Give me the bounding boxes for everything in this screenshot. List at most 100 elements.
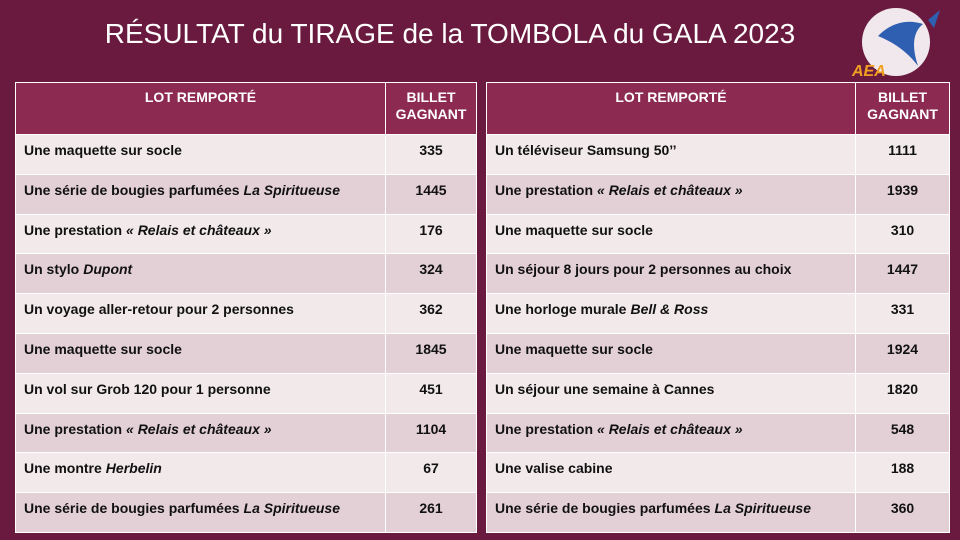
row: Une prestation « Relais et châteaux » 176	[15, 213, 477, 255]
ticket-cell: 451	[385, 372, 477, 414]
lot-text: Une prestation	[24, 420, 123, 437]
lot-text: Une prestation	[495, 420, 594, 437]
lot-emphasis: Herbelin	[105, 460, 162, 477]
ticket-cell: 1447	[855, 253, 950, 295]
lot-text: Un séjour 8 jours pour 2 personnes au ch…	[495, 261, 792, 278]
lot-cell: Une maquette sur socle	[15, 332, 386, 374]
row: Un voyage aller-retour pour 2 personnes 3…	[15, 293, 477, 334]
logo-tip	[928, 10, 940, 28]
lot-emphasis: « Relais et châteaux »	[597, 420, 743, 437]
lot-text: Une maquette sur socle	[24, 340, 182, 357]
lot-cell: Un stylo Dupont	[15, 253, 386, 295]
lot-cell: Une série de bougies parfumées La Spiritu…	[486, 492, 856, 533]
ticket-cell: 360	[855, 492, 950, 533]
lot-emphasis: La Spiritueuse	[243, 500, 340, 517]
slide-title: RÉSULTAT du TIRAGE de la TOMBOLA du GALA…	[104, 18, 796, 49]
row: Une prestation « Relais et châteaux » 1939	[486, 173, 950, 215]
lot-emphasis: Bell & Ross	[630, 301, 709, 318]
lot-cell: Une prestation « Relais et châteaux »	[15, 213, 386, 255]
row: Une maquette sur socle 1924	[486, 332, 950, 374]
ticket-cell: 1845	[385, 332, 477, 374]
header-cell: LOT REMPORTÉ	[15, 82, 386, 135]
ticket-cell: 335	[385, 134, 477, 175]
logo-wing	[878, 21, 923, 66]
lot-text: Un stylo	[24, 261, 80, 278]
lot-text: Une série de bougies parfumées	[495, 500, 711, 517]
row: Une montre Herbelin 67	[15, 452, 477, 494]
lot-cell: Une prestation « Relais et châteaux »	[486, 412, 856, 454]
lot-text: Une maquette sur socle	[24, 142, 182, 158]
row: Une maquette sur socle 1845	[15, 332, 477, 374]
lot-text: Une prestation	[24, 221, 123, 238]
ticket-cell: 548	[855, 412, 950, 454]
lot-text: Une maquette sur socle	[495, 221, 653, 238]
row: Une valise cabine 188	[486, 452, 950, 494]
lot-cell: Une prestation « Relais et châteaux »	[15, 412, 386, 454]
ticket-cell: 331	[855, 293, 950, 334]
lot-emphasis: « Relais et châteaux »	[126, 420, 272, 437]
lot-cell: Une montre Herbelin	[15, 452, 386, 494]
lot-text: Un séjour une semaine à Cannes	[495, 380, 715, 397]
header-row: LOT REMPORTÉ BILLET GAGNANT	[486, 82, 950, 135]
lot-text: Une série de bougies parfumées	[24, 500, 240, 517]
lot-cell: Une maquette sur socle	[486, 213, 856, 255]
logo: AEA	[851, 8, 940, 80]
lot-text: Une valise cabine	[495, 460, 613, 477]
lot-text: Une horloge murale	[495, 301, 627, 318]
lot-emphasis: Dupont	[83, 261, 133, 278]
lot-emphasis: La Spiritueuse	[714, 500, 811, 517]
lot-emphasis: « Relais et châteaux »	[126, 221, 272, 238]
ticket-cell: 1445	[385, 173, 477, 215]
row: Une horloge murale Bell & Ross 331	[486, 293, 950, 334]
ticket-cell: 310	[855, 213, 950, 255]
lot-cell: Une maquette sur socle	[15, 134, 386, 175]
lot-cell: Une série de bougies parfumées La Spiritu…	[15, 492, 386, 533]
ticket-cell: 1939	[855, 173, 950, 215]
lot-cell: Une horloge murale Bell & Ross	[486, 293, 856, 334]
ticket-cell: 1820	[855, 372, 950, 414]
header-cell: LOT REMPORTÉ	[486, 82, 856, 135]
lot-text: Un vol sur Grob 120 pour 1 personne	[24, 380, 271, 397]
lot-cell: Une série de bougies parfumées La Spiritu…	[15, 173, 386, 215]
logo-text: AEA	[851, 63, 886, 80]
row: Une série de bougies parfumées La Spiritu…	[486, 492, 950, 533]
ticket-cell: 67	[385, 452, 477, 494]
lot-cell: Une valise cabine	[486, 452, 856, 494]
lot-cell: Un téléviseur Samsung 50’’	[486, 134, 856, 175]
ticket-cell: 188	[855, 452, 950, 494]
row: Un téléviseur Samsung 50’’ 1111	[486, 134, 950, 175]
lot-text: Une maquette sur socle	[495, 340, 653, 357]
ticket-cell: 1104	[385, 412, 477, 454]
lot-cell: Une prestation « Relais et châteaux »	[486, 173, 856, 215]
results-table: LOT REMPORTÉ BILLET GAGNANT Un téléviseur …	[486, 82, 950, 533]
lot-cell: Un séjour une semaine à Cannes	[486, 372, 856, 414]
header-cell: BILLET GAGNANT	[385, 82, 477, 135]
ticket-cell: 261	[385, 492, 477, 533]
results-table: LOT REMPORTÉ BILLET GAGNANT Une maquette s…	[15, 82, 477, 533]
ticket-cell: 176	[385, 213, 477, 255]
header-cell: BILLET GAGNANT	[855, 82, 950, 135]
lot-text: Une série de bougies parfumées	[24, 181, 240, 198]
row: Un séjour une semaine à Cannes 1820	[486, 372, 950, 414]
row: Une maquette sur socle 335	[15, 134, 477, 175]
ticket-cell: 362	[385, 293, 477, 334]
row: Un vol sur Grob 120 pour 1 personne 451	[15, 372, 477, 414]
row: Un séjour 8 jours pour 2 personnes au ch…	[486, 253, 950, 295]
lot-emphasis: « Relais et châteaux »	[597, 181, 743, 198]
ticket-cell: 324	[385, 253, 477, 295]
lot-text: Un téléviseur Samsung 50’’	[495, 142, 677, 158]
ticket-cell: 1924	[855, 332, 950, 374]
lot-cell: Un vol sur Grob 120 pour 1 personne	[15, 372, 386, 414]
row: Une maquette sur socle 310	[486, 213, 950, 255]
lot-cell: Un voyage aller-retour pour 2 personnes	[15, 293, 386, 334]
lot-cell: Un séjour 8 jours pour 2 personnes au ch…	[486, 253, 856, 295]
ticket-cell: 1111	[855, 134, 950, 175]
lot-text: Une prestation	[495, 181, 594, 198]
row: Une série de bougies parfumées La Spiritu…	[15, 173, 477, 215]
row: Une prestation « Relais et châteaux » 548	[486, 412, 950, 454]
row: Une prestation « Relais et châteaux » 1104	[15, 412, 477, 454]
row: Un stylo Dupont 324	[15, 253, 477, 295]
lot-emphasis: La Spiritueuse	[243, 181, 340, 198]
lot-text: Une montre	[24, 460, 102, 477]
